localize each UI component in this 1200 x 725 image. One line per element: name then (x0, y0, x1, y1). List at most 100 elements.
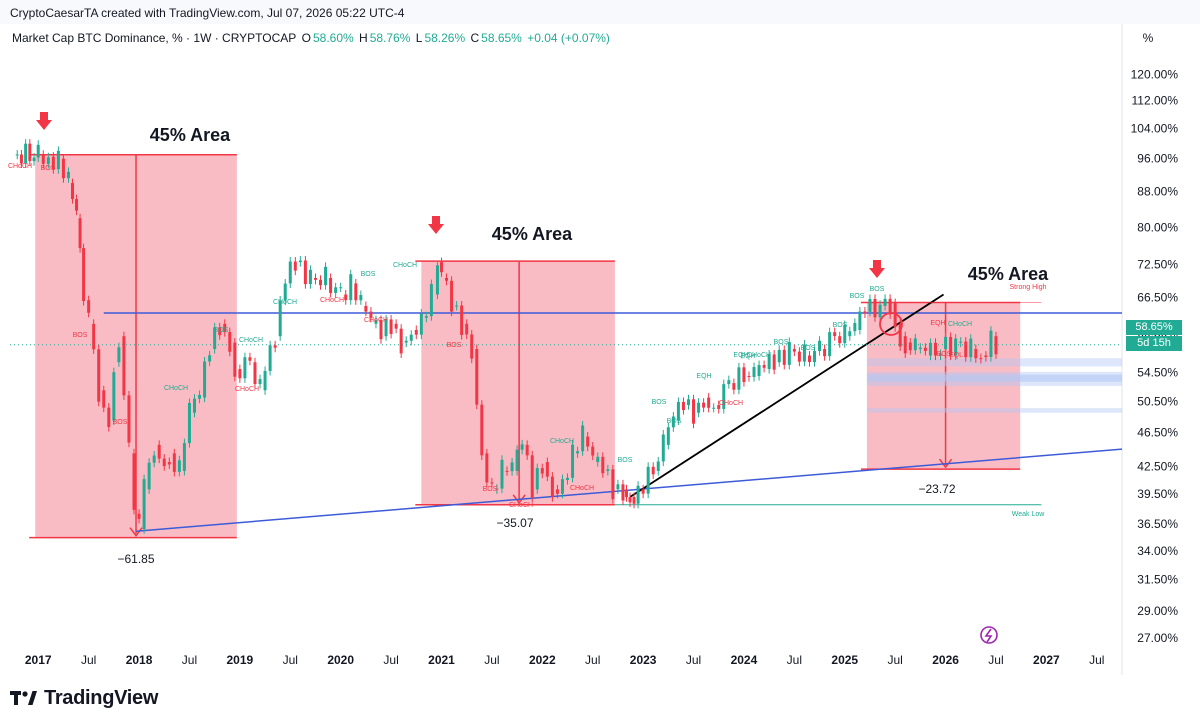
candle-body (435, 265, 439, 295)
candle-body (628, 497, 632, 503)
candle-body (233, 342, 237, 377)
candle-body (339, 287, 343, 289)
candle-body (409, 334, 413, 341)
candle-body (268, 345, 272, 371)
candle-body (122, 336, 126, 396)
symbol-title[interactable]: Market Cap BTC Dominance, % · 1W · CRYPT… (12, 31, 297, 45)
candle-body (253, 362, 257, 385)
candle-body (203, 361, 207, 398)
x-tick-label: Jul (887, 653, 902, 667)
candle-body (177, 460, 181, 472)
x-tick-label: 2018 (126, 653, 153, 667)
candle-body (465, 323, 469, 335)
x-tick-label: Jul (283, 653, 298, 667)
candle-body (137, 513, 141, 519)
candle-body (187, 402, 191, 444)
lightning-bolt (984, 628, 993, 643)
candle-body (319, 279, 323, 286)
tradingview-logo[interactable]: TradingView (10, 686, 158, 710)
candle-body (858, 311, 862, 330)
candle-body (571, 444, 575, 478)
high-value: 58.76% (369, 31, 411, 45)
candle-body (838, 336, 842, 344)
y-tick-label: 88.00% (1137, 185, 1178, 199)
candle-body (525, 444, 529, 456)
candle-body (727, 380, 731, 385)
candle-body (923, 347, 927, 351)
drop-arrowhead (938, 458, 953, 469)
candle-body (248, 357, 252, 361)
candle-body (676, 401, 680, 421)
candle-body (460, 305, 464, 335)
candle-body (591, 446, 595, 456)
candle-body (19, 154, 23, 164)
structure-label: BOS (667, 418, 682, 425)
candle-body (702, 402, 706, 408)
candle-body (646, 466, 650, 494)
candle-body (853, 322, 857, 332)
structure-label: CHoCH (719, 400, 743, 407)
y-tick-label: 46.50% (1137, 425, 1178, 439)
down-arrow-icon (36, 112, 52, 130)
structure-label: CHoCH (509, 502, 533, 509)
close-label: C (470, 31, 480, 45)
candle-body (550, 476, 554, 498)
footer (0, 675, 1200, 725)
candle-body (560, 479, 564, 494)
candle-body (313, 277, 317, 280)
candle-body (329, 277, 333, 293)
candle-body (450, 280, 454, 312)
structure-label: BOS (41, 165, 56, 172)
x-tick-label: 2026 (932, 653, 959, 667)
y-tick-label: 29.00% (1137, 604, 1178, 618)
candle-body (802, 344, 806, 362)
y-tick-label: 66.50% (1137, 290, 1178, 304)
candle-body (632, 496, 636, 504)
percent-scale-button[interactable]: % (1142, 31, 1154, 45)
candle-body (974, 349, 978, 359)
candle-body (737, 367, 741, 390)
candle-body (127, 395, 131, 443)
candle-body (293, 261, 297, 271)
candle-body (606, 469, 610, 471)
zone-label: 45% Area (492, 224, 573, 244)
candle-body (807, 355, 811, 363)
candle-body (238, 369, 242, 379)
candle-body (404, 340, 408, 343)
candle-body (102, 390, 106, 408)
candle-body (530, 455, 534, 498)
candle-body (354, 283, 358, 301)
candle-body (893, 303, 897, 328)
x-tick-label: 2027 (1033, 653, 1060, 667)
candle-body (621, 484, 625, 501)
trend-lines (10, 293, 1123, 533)
x-tick-label: Jul (988, 653, 1003, 667)
y-tick-label: 120.00% (1131, 67, 1179, 81)
structure-label: EQL (949, 352, 963, 359)
candle-body (566, 477, 570, 481)
candle-body (762, 365, 766, 368)
candle-body (863, 311, 867, 314)
low-value: 58.26% (424, 31, 466, 45)
structure-label: BOS (447, 342, 462, 349)
candle-body (661, 434, 665, 462)
close-value: 58.65% (481, 31, 522, 45)
x-tick-label: 2024 (731, 653, 758, 667)
candle-body (243, 357, 247, 379)
candle-body (208, 355, 212, 362)
candle-body (944, 336, 948, 350)
candle-body (596, 456, 600, 463)
candle-body (959, 341, 963, 343)
candle-body (964, 341, 968, 358)
candle-body (520, 444, 524, 450)
candle-body (82, 248, 86, 302)
candle-body (157, 444, 161, 459)
candle-body (112, 372, 116, 421)
x-tick-label: Jul (383, 653, 398, 667)
candle-body (848, 331, 852, 337)
bar-countdown-tag: 5d 15h (1126, 336, 1182, 351)
candle-body (389, 319, 393, 334)
x-tick-label: Jul (787, 653, 802, 667)
candle-body (576, 451, 580, 454)
